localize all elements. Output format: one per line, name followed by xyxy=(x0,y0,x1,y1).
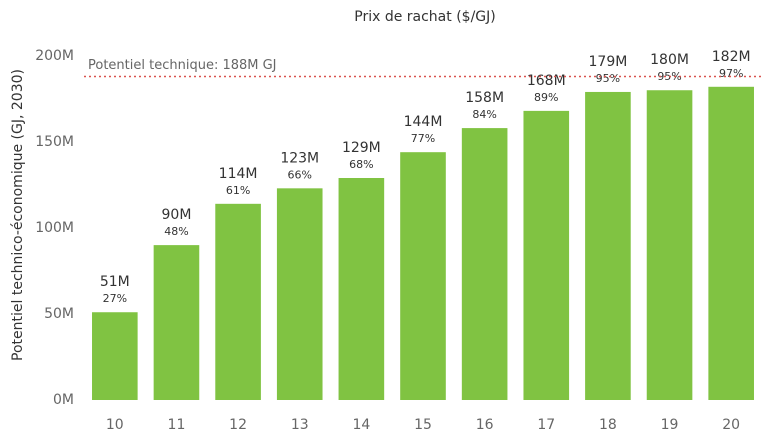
y-axis-label: Potentiel technico-économique (GJ, 2030) xyxy=(10,69,26,361)
percent-label: 95% xyxy=(596,72,620,85)
y-tick-label: 150M xyxy=(35,134,74,150)
bar xyxy=(646,90,693,401)
x-tick-label: 19 xyxy=(661,417,679,433)
value-label: 123M xyxy=(280,150,319,166)
bar xyxy=(338,178,385,400)
percent-label: 27% xyxy=(103,292,127,305)
value-label: 168M xyxy=(527,73,566,89)
bar xyxy=(153,245,200,400)
value-label: 180M xyxy=(650,52,689,68)
chart-title: Prix de rachat ($/GJ) xyxy=(354,9,495,25)
value-label: 179M xyxy=(589,54,628,70)
x-tick-label: 13 xyxy=(291,417,309,433)
percent-label: 68% xyxy=(349,158,373,171)
bar xyxy=(523,110,570,400)
bar xyxy=(276,188,323,400)
x-tick-label: 18 xyxy=(599,417,617,433)
percent-label: 48% xyxy=(164,225,188,238)
percent-label: 61% xyxy=(226,184,250,197)
percent-label: 89% xyxy=(534,91,558,104)
bar xyxy=(461,128,508,400)
y-tick-label: 50M xyxy=(44,306,74,322)
y-tick-label: 100M xyxy=(35,220,74,236)
bar xyxy=(400,152,446,400)
percent-label: 84% xyxy=(472,108,496,121)
y-tick-label: 0M xyxy=(53,392,74,408)
bar xyxy=(708,86,754,400)
x-tick-label: 17 xyxy=(537,417,555,433)
value-label: 114M xyxy=(219,166,258,182)
bar xyxy=(215,203,261,400)
x-tick-label: 16 xyxy=(476,417,494,433)
x-tick-label: 14 xyxy=(352,417,370,433)
bar xyxy=(92,312,138,400)
percent-label: 77% xyxy=(411,132,435,145)
percent-label: 66% xyxy=(288,168,312,181)
x-tick-label: 20 xyxy=(722,417,740,433)
bar xyxy=(585,91,631,400)
y-tick-label: 200M xyxy=(35,48,74,64)
x-tick-label: 15 xyxy=(414,417,432,433)
percent-label: 97% xyxy=(719,67,743,80)
value-label: 129M xyxy=(342,140,381,156)
value-label: 51M xyxy=(100,274,130,290)
x-tick-label: 10 xyxy=(106,417,124,433)
x-tick-label: 12 xyxy=(229,417,247,433)
value-label: 90M xyxy=(162,207,192,223)
x-tick-label: 11 xyxy=(168,417,186,433)
reference-label: Potentiel technique: 188M GJ xyxy=(88,58,277,73)
value-label: 144M xyxy=(404,114,443,130)
value-label: 158M xyxy=(465,90,504,106)
value-label: 182M xyxy=(712,49,751,65)
